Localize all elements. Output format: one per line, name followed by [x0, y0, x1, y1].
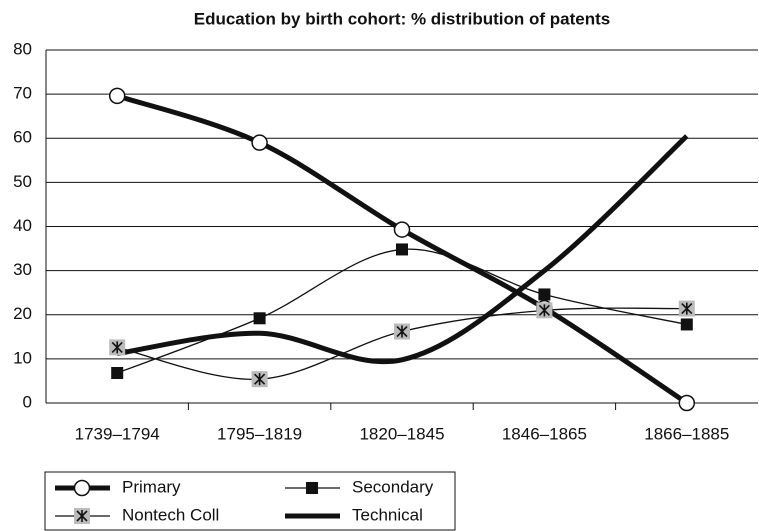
y-tick-label: 60 [13, 128, 32, 147]
y-tick-label: 10 [13, 348, 32, 367]
point [251, 134, 268, 151]
y-tick-label: 30 [13, 260, 32, 279]
point [396, 243, 408, 256]
x-tick-label: 1795–1819 [217, 424, 302, 443]
point-star [681, 302, 693, 315]
point [306, 482, 318, 494]
point [393, 221, 411, 238]
y-tick-label: 70 [13, 84, 32, 103]
point [678, 394, 696, 412]
x-tick-label: 1820–1845 [359, 424, 444, 443]
legend-label: Primary [122, 477, 181, 496]
x-tick-label: 1866–1885 [644, 424, 729, 443]
point [108, 87, 126, 105]
point [111, 366, 124, 379]
series-line [116, 248, 687, 374]
legend-box [44, 471, 456, 531]
legend-label: Nontech Coll [122, 505, 219, 524]
point [680, 318, 693, 331]
y-tick-label: 40 [13, 216, 32, 235]
point [73, 479, 91, 497]
legend-label: Secondary [352, 477, 434, 496]
point-star [111, 341, 123, 354]
y-tick-label: 50 [13, 172, 32, 191]
legend-label: Technical [352, 505, 423, 524]
point-star [254, 373, 266, 386]
x-tick-label: 1739–1794 [75, 424, 160, 443]
y-tick-label: 0 [23, 392, 32, 411]
series-line [116, 134, 689, 365]
point-star [538, 304, 550, 317]
point [253, 312, 266, 325]
y-tick-label: 20 [13, 304, 32, 323]
point [538, 288, 551, 301]
y-tick-label: 80 [13, 39, 32, 58]
chart-title: Education by birth cohort: % distributio… [194, 9, 610, 28]
point-star [396, 325, 408, 338]
point-star [76, 510, 88, 522]
x-tick-label: 1846–1865 [502, 424, 587, 443]
